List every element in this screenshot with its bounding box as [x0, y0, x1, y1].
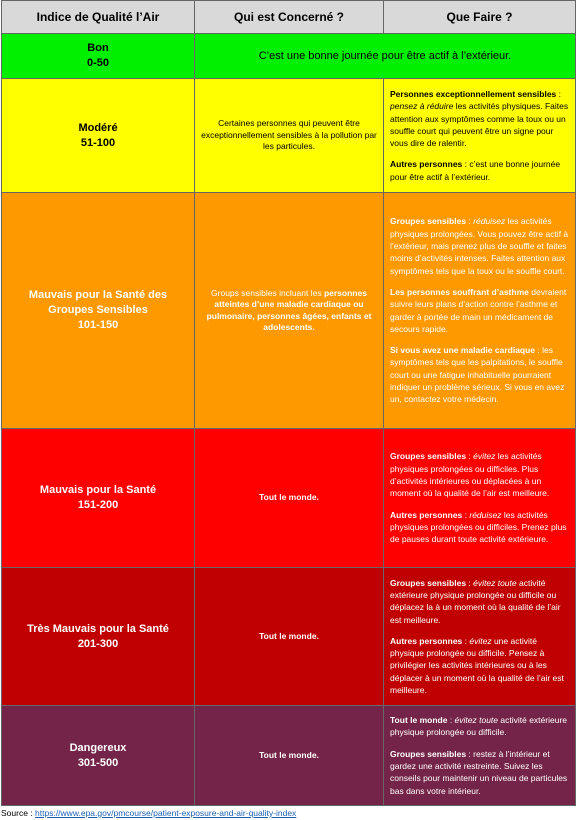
aqi-table: Indice de Qualité l’Air Qui est Concerné… [1, 0, 576, 806]
text: : [466, 577, 474, 588]
header-row: Indice de Qualité l’Air Qui est Concerné… [1, 0, 576, 34]
text: réduisez [469, 509, 502, 520]
text: pensez à réduire [390, 101, 454, 112]
text: les activités physiques prolongées ou di… [390, 509, 567, 545]
text: Tout le monde. [259, 492, 319, 503]
range: 0-50 [86, 57, 110, 69]
range: 151-200 [77, 499, 119, 511]
source-link[interactable]: https://www.epa.gov/pmcourse/patient-exp… [35, 808, 297, 818]
level: Bon [87, 42, 109, 54]
row: Modéré 51-100 Certaines personnes qui peu… [1, 78, 576, 193]
action-cell: Groupes sensibles : évitez toute activit… [383, 567, 576, 706]
text: Autres personnes [390, 635, 463, 646]
text: les activités physiques. Faites attentio… [390, 101, 569, 149]
header-cell: Indice de Qualité l’Air [1, 0, 195, 34]
level-cell: Modéré 51-100 [1, 78, 195, 193]
range: 301-500 [77, 756, 119, 769]
text: Tout le monde [390, 715, 448, 726]
who-cell: Certaines personnes qui peuvent être exc… [194, 78, 384, 193]
level: Mauvais pour la Santé [39, 484, 157, 496]
who-cell: Tout le monde. [194, 428, 384, 568]
text: devraient suivre leurs plans d’action co… [390, 286, 567, 334]
header-cell: Qui est Concerné ? [194, 0, 384, 34]
who-cell: Groups sensibles incluant les personnes … [194, 192, 384, 429]
text: personnes atteintes d’une maladie cardia… [206, 287, 372, 333]
action-cell: Groupes sensibles : évitez les activités… [383, 428, 576, 568]
source-label: Source : [1, 808, 36, 818]
text: évitez toute [454, 715, 499, 726]
source: Source : https://www.epa.gov/pmcourse/pa… [1, 808, 577, 818]
text: Certaines personnes qui peuvent être exc… [201, 118, 377, 152]
text: Personnes exceptionnellement sensibles [390, 88, 557, 99]
range: 51-100 [80, 136, 116, 149]
text: C’est une bonne journée pour être actif … [258, 50, 512, 62]
action-cell: Groupes sensibles : réduisez les activit… [383, 192, 576, 429]
row: Mauvais pour la Santé des Groupes Sensib… [1, 192, 576, 429]
range: 101-150 [77, 319, 119, 331]
text: Groupes sensibles [390, 748, 467, 759]
text: : les symptômes tels que les palpitation… [390, 345, 565, 405]
text: : [462, 635, 470, 646]
row: Mauvais pour la Santé 151-200 Tout le mon… [1, 428, 576, 568]
action-cell: Personnes exceptionnellement sensibles :… [383, 78, 576, 193]
text: les activités physiques prolongées ou di… [390, 451, 550, 499]
text: : [466, 216, 474, 227]
level: Dangereux [69, 741, 127, 754]
level-cell: Mauvais pour la Santé des Groupes Sensib… [1, 192, 195, 429]
text: Tout le monde. [259, 630, 319, 641]
level-cell: Mauvais pour la Santé 151-200 [1, 428, 195, 568]
text: Groups sensibles incluant les [211, 287, 324, 298]
row: Bon 0-50 C’est une bonne journée pour êtr… [1, 33, 576, 79]
header-cell: Que Faire ? [383, 0, 576, 34]
text: évitez toute [473, 577, 517, 588]
text: activité extérieure physique prolongée o… [390, 715, 568, 738]
text: : [466, 451, 474, 462]
text: : restez à l’intérieur et gardez une act… [390, 748, 568, 796]
text: Tout le monde. [259, 749, 319, 760]
level-cell: Dangereux 301-500 [1, 705, 195, 806]
text: Autres personnes [390, 159, 463, 170]
who-cell: Tout le monde. [194, 705, 384, 806]
action-cell: Tout le monde : évitez toute activité ex… [383, 705, 576, 806]
action-cell: C’est une bonne journée pour être actif … [194, 33, 576, 79]
text: une activité physique prolongée ou diffi… [390, 635, 564, 696]
who-cell: Tout le monde. [194, 567, 384, 706]
text: Groupes sensibles [390, 216, 467, 227]
text: Groupes sensibles [390, 451, 467, 462]
text: évitez [469, 635, 492, 646]
text: Si vous avez une maladie cardiaque [390, 345, 536, 356]
level: Modéré [78, 121, 118, 134]
text: : [447, 715, 455, 726]
row: Très Mauvais pour la Santé 201-300 Tout l… [1, 567, 576, 706]
range: 201-300 [77, 637, 119, 650]
text: : [462, 509, 470, 520]
level: Mauvais pour la Santé des Groupes Sensib… [28, 289, 168, 316]
text: les activités physiques prolongées. Vous… [390, 216, 569, 276]
text: : c’est une bonne journée pour être acti… [390, 159, 561, 182]
text: Les personnes souffrant d’asthme [390, 286, 529, 297]
text: : [556, 88, 562, 99]
level-cell: Très Mauvais pour la Santé 201-300 [1, 567, 195, 706]
text: réduisez [473, 216, 506, 227]
text: Autres personnes [390, 509, 463, 520]
text: activité extérieure physique prolongée o… [390, 577, 561, 625]
text: Groupes sensibles [390, 577, 467, 588]
level: Très Mauvais pour la Santé [27, 622, 169, 635]
level-cell: Bon 0-50 [1, 33, 195, 79]
text: évitez [473, 451, 496, 462]
row: Dangereux 301-500 Tout le monde. Tout le … [1, 705, 576, 806]
